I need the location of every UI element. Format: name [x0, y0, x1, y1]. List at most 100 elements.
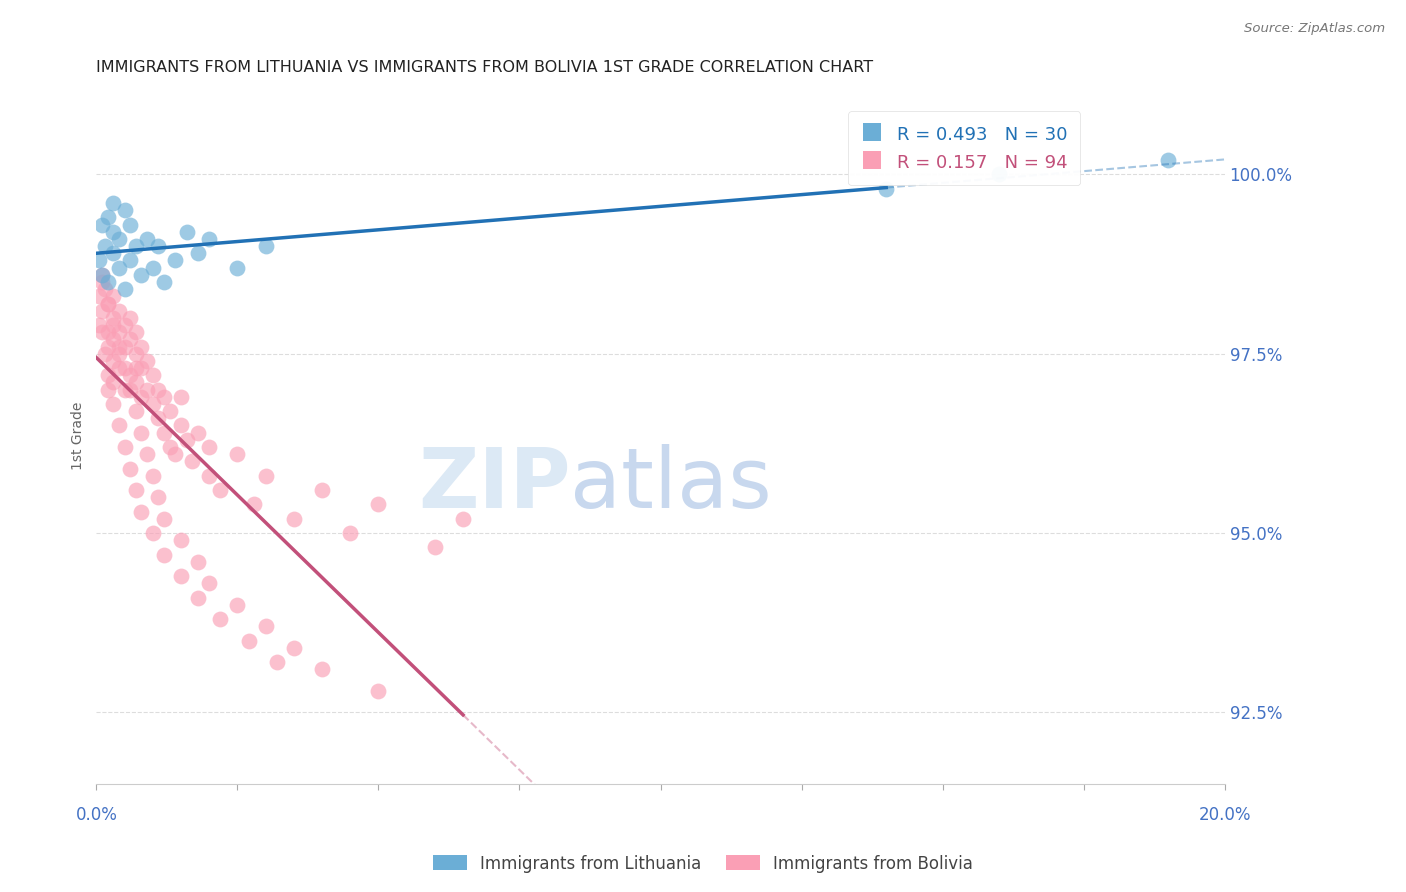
Point — [1157, 153, 1180, 167]
Point — [125, 483, 148, 497]
Point — [142, 368, 165, 383]
Point — [131, 505, 153, 519]
Point — [91, 218, 114, 232]
Point — [187, 591, 209, 605]
Point — [142, 468, 165, 483]
Point — [226, 447, 249, 461]
Point — [136, 383, 159, 397]
Point — [131, 268, 153, 282]
Y-axis label: 1st Grade: 1st Grade — [72, 402, 86, 470]
Point — [97, 211, 120, 225]
Point — [148, 490, 170, 504]
Point — [97, 368, 120, 383]
Point — [165, 253, 187, 268]
Point — [125, 239, 148, 253]
Point — [136, 232, 159, 246]
Text: 20.0%: 20.0% — [1198, 805, 1251, 824]
Point — [187, 425, 209, 440]
Point — [114, 318, 136, 332]
Point — [91, 325, 114, 339]
Point — [198, 468, 221, 483]
Point — [148, 383, 170, 397]
Point — [125, 404, 148, 418]
Point — [108, 340, 131, 354]
Point — [187, 555, 209, 569]
Point — [198, 440, 221, 454]
Point — [988, 167, 1011, 181]
Point — [283, 640, 305, 655]
Point — [114, 203, 136, 218]
Point — [181, 454, 204, 468]
Point — [176, 433, 198, 447]
Point — [97, 325, 120, 339]
Point — [159, 440, 181, 454]
Point — [108, 232, 131, 246]
Point — [451, 512, 474, 526]
Point — [254, 239, 277, 253]
Point — [142, 397, 165, 411]
Point — [91, 303, 114, 318]
Point — [153, 390, 176, 404]
Point — [97, 340, 120, 354]
Point — [103, 354, 125, 368]
Point — [148, 411, 170, 425]
Point — [89, 318, 111, 332]
Point — [153, 425, 176, 440]
Point — [103, 310, 125, 325]
Point — [108, 347, 131, 361]
Point — [97, 296, 120, 310]
Point — [120, 383, 142, 397]
Point — [114, 282, 136, 296]
Point — [89, 253, 111, 268]
Point — [131, 390, 153, 404]
Point — [114, 340, 136, 354]
Point — [108, 303, 131, 318]
Text: 0.0%: 0.0% — [76, 805, 117, 824]
Point — [94, 347, 117, 361]
Point — [103, 246, 125, 260]
Point — [108, 361, 131, 376]
Point — [94, 239, 117, 253]
Point — [254, 619, 277, 633]
Point — [148, 239, 170, 253]
Point — [131, 361, 153, 376]
Point — [243, 497, 266, 511]
Point — [91, 268, 114, 282]
Point — [114, 383, 136, 397]
Point — [136, 447, 159, 461]
Point — [165, 447, 187, 461]
Point — [209, 612, 232, 626]
Point — [120, 461, 142, 475]
Point — [103, 318, 125, 332]
Text: IMMIGRANTS FROM LITHUANIA VS IMMIGRANTS FROM BOLIVIA 1ST GRADE CORRELATION CHART: IMMIGRANTS FROM LITHUANIA VS IMMIGRANTS … — [97, 60, 873, 75]
Legend: Immigrants from Lithuania, Immigrants from Bolivia: Immigrants from Lithuania, Immigrants fr… — [426, 848, 980, 880]
Point — [120, 332, 142, 346]
Point — [120, 253, 142, 268]
Point — [170, 418, 193, 433]
Text: ZIP: ZIP — [418, 444, 571, 525]
Point — [125, 376, 148, 390]
Point — [159, 404, 181, 418]
Point — [136, 354, 159, 368]
Point — [103, 196, 125, 211]
Point — [198, 576, 221, 591]
Point — [170, 569, 193, 583]
Point — [226, 598, 249, 612]
Point — [125, 361, 148, 376]
Point — [170, 390, 193, 404]
Point — [170, 533, 193, 548]
Point — [423, 541, 446, 555]
Point — [367, 497, 389, 511]
Point — [97, 296, 120, 310]
Text: atlas: atlas — [571, 444, 772, 525]
Point — [254, 468, 277, 483]
Point — [153, 275, 176, 289]
Point — [108, 418, 131, 433]
Point — [367, 684, 389, 698]
Point — [131, 340, 153, 354]
Point — [89, 289, 111, 303]
Point — [97, 275, 120, 289]
Point — [153, 512, 176, 526]
Point — [283, 512, 305, 526]
Point — [94, 282, 117, 296]
